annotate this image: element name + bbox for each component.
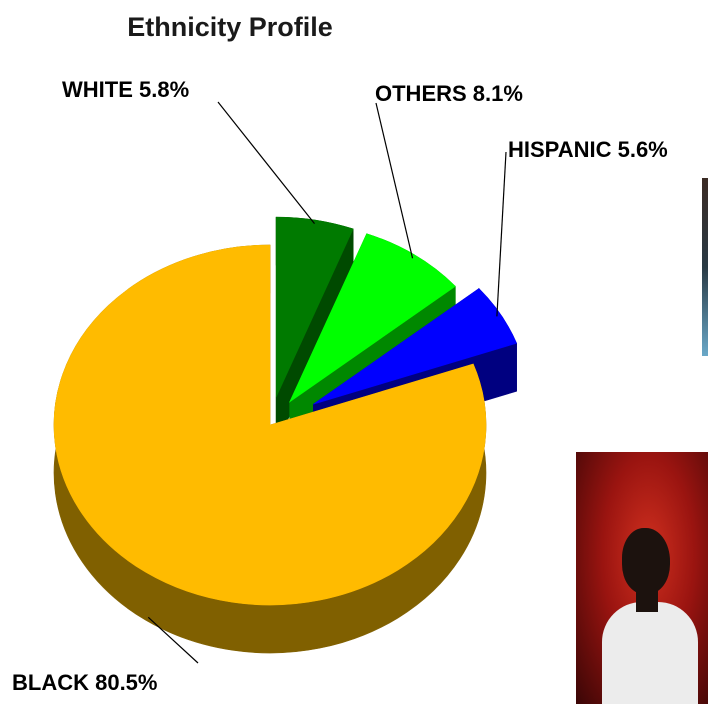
pie-slices <box>53 216 517 654</box>
portrait-head <box>622 528 670 594</box>
slice-top <box>275 216 354 398</box>
partial-photo <box>702 178 708 356</box>
pie-slice-black <box>53 244 487 654</box>
slice-top <box>288 233 456 403</box>
slice-top <box>313 288 517 405</box>
chart-title: Ethnicity Profile <box>127 12 333 42</box>
slice-label-black: BLACK 80.5% <box>12 670 157 695</box>
leader-line <box>496 151 507 317</box>
portrait-photo <box>576 452 708 704</box>
pie-labels: WHITE 5.8% OTHERS 8.1% HISPANIC 5.6% BLACK … <box>12 77 668 695</box>
slice-top <box>53 244 487 606</box>
portrait-shirt <box>602 602 698 704</box>
slice-label-hispanic: HISPANIC 5.6% <box>508 137 668 162</box>
leader-line <box>147 616 199 664</box>
slice-label-white: WHITE 5.8% <box>62 77 189 102</box>
leader-line <box>217 101 315 225</box>
slice-label-others: OTHERS 8.1% <box>375 81 523 106</box>
leader-line <box>375 102 414 259</box>
